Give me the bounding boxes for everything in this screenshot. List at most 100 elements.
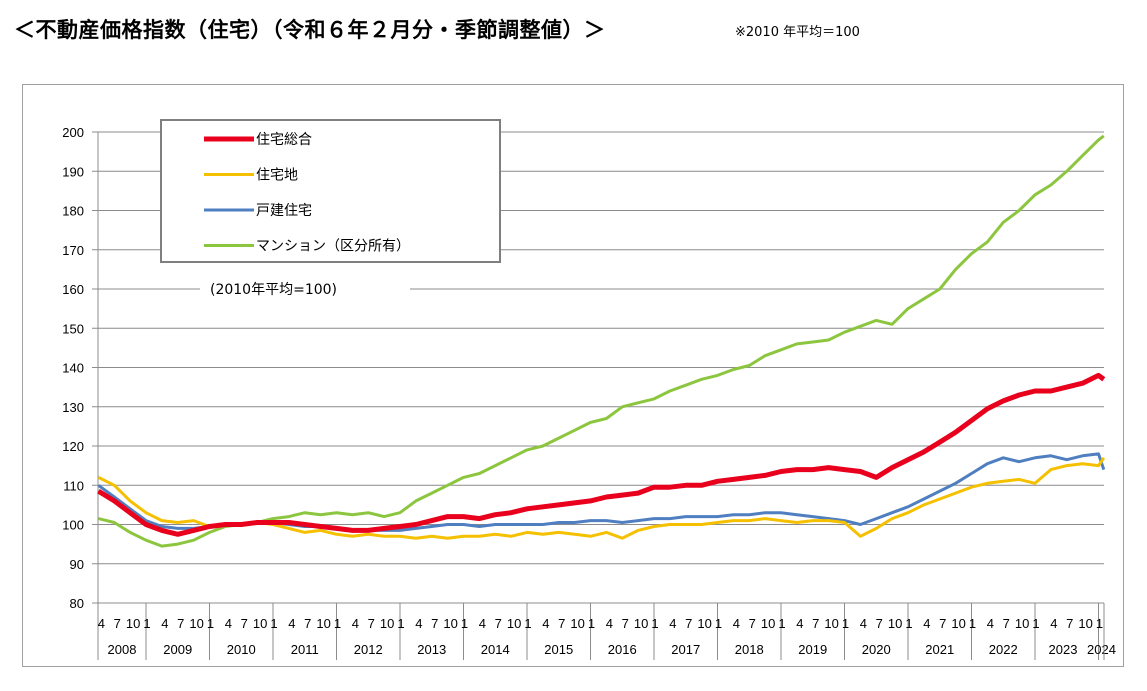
x-month-tick-label: 1 [1032, 616, 1039, 631]
x-month-tick-label: 7 [1066, 616, 1073, 631]
x-year-label: 2012 [354, 642, 383, 657]
x-month-tick-label: 1 [969, 616, 976, 631]
y-tick-label: 140 [62, 361, 84, 376]
x-month-tick-label: 4 [225, 616, 232, 631]
page-title: ＜不動産価格指数（住宅）（令和６年２月分・季節調整値）＞ [14, 18, 606, 42]
annotation-bg [200, 279, 410, 299]
legend-box [160, 119, 501, 263]
x-year-label: 2010 [227, 642, 256, 657]
x-month-tick-label: 7 [368, 616, 375, 631]
x-month-tick-label: 10 [951, 616, 965, 631]
x-month-tick-label: 10 [443, 616, 457, 631]
x-month-tick-label: 1 [207, 616, 214, 631]
x-month-tick-label: 10 [888, 616, 902, 631]
y-tick-label: 180 [62, 204, 84, 219]
x-month-tick-label: 1 [1096, 616, 1103, 631]
x-month-tick-label: 10 [570, 616, 584, 631]
y-tick-label: 200 [62, 125, 84, 140]
x-month-tick-label: 1 [397, 616, 404, 631]
x-year-label: 2015 [544, 642, 573, 657]
series-line-1 [97, 372, 1106, 537]
x-month-tick-label: 1 [778, 616, 785, 631]
x-month-tick-label: 1 [588, 616, 595, 631]
x-month-tick-label: 7 [114, 616, 121, 631]
x-year-label: 2023 [1049, 642, 1078, 657]
y-tick-label: 160 [62, 282, 84, 297]
x-month-tick-label: 7 [939, 616, 946, 631]
x-month-tick-label: 1 [651, 616, 658, 631]
x-month-tick-label: 10 [1078, 616, 1092, 631]
x-month-tick-label: 10 [189, 616, 203, 631]
x-month-tick-label: 4 [987, 616, 994, 631]
x-month-tick-label: 1 [143, 616, 150, 631]
y-tick-label: 80 [70, 596, 84, 611]
x-month-tick-label: 10 [126, 616, 140, 631]
x-month-tick-label: 7 [558, 616, 565, 631]
x-month-tick-label: 1 [842, 616, 849, 631]
x-month-tick-label: 4 [923, 616, 930, 631]
x-month-tick-label: 4 [479, 616, 486, 631]
x-year-label: 2019 [798, 642, 827, 657]
x-month-tick-label: 4 [161, 616, 168, 631]
x-month-tick-label: 4 [796, 616, 803, 631]
x-month-tick-label: 10 [697, 616, 711, 631]
x-month-tick-label: 1 [715, 616, 722, 631]
y-tick-label: 130 [62, 400, 84, 415]
legend-label: 住宅総合 [256, 132, 312, 148]
x-month-tick-label: 10 [761, 616, 775, 631]
x-month-tick-label: 10 [380, 616, 394, 631]
x-year-label: 2017 [671, 642, 700, 657]
x-month-tick-label: 1 [524, 616, 531, 631]
y-tick-label: 190 [62, 164, 84, 179]
x-month-tick-label: 4 [542, 616, 549, 631]
x-year-label: 2024 [1087, 642, 1116, 657]
x-month-tick-label: 4 [288, 616, 295, 631]
x-year-label: 2021 [925, 642, 954, 657]
x-month-tick-label: 7 [431, 616, 438, 631]
x-year-label: 2009 [163, 642, 192, 657]
x-month-tick-label: 7 [495, 616, 502, 631]
x-month-tick-label: 10 [634, 616, 648, 631]
x-month-tick-label: 4 [98, 616, 105, 631]
x-month-tick-label: 1 [905, 616, 912, 631]
x-year-label: 2008 [108, 642, 137, 657]
x-month-tick-label: 1 [461, 616, 468, 631]
x-year-label: 2011 [291, 642, 319, 657]
x-month-tick-label: 4 [415, 616, 422, 631]
y-tick-label: 90 [70, 557, 84, 572]
x-month-tick-label: 4 [669, 616, 676, 631]
x-year-label: 2013 [417, 642, 446, 657]
y-tick-label: 120 [62, 439, 84, 454]
y-tick-label: 110 [63, 478, 84, 493]
x-month-tick-label: 4 [606, 616, 613, 631]
x-year-label: 2018 [735, 642, 764, 657]
x-month-tick-label: 7 [622, 616, 629, 631]
x-month-tick-label: 7 [876, 616, 883, 631]
x-year-label: 2022 [989, 642, 1018, 657]
x-year-label: 2020 [862, 642, 891, 657]
x-month-tick-label: 7 [177, 616, 184, 631]
x-year-label: 2016 [608, 642, 637, 657]
series-line-4 [98, 134, 1105, 548]
x-month-tick-label: 7 [685, 616, 692, 631]
x-month-tick-label: 1 [270, 616, 277, 631]
y-tick-label: 170 [62, 243, 84, 258]
x-month-tick-label: 7 [304, 616, 311, 631]
x-month-tick-label: 10 [253, 616, 267, 631]
x-month-tick-label: 7 [1003, 616, 1010, 631]
base-year-note: ※2010 年平均＝100 [735, 25, 860, 40]
x-month-tick-label: 7 [749, 616, 756, 631]
x-month-tick-label: 4 [1050, 616, 1057, 631]
chart-frame [22, 84, 1124, 667]
legend-label: 住宅地 [256, 168, 298, 184]
x-month-tick-label: 4 [352, 616, 359, 631]
x-month-tick-label: 7 [812, 616, 819, 631]
y-tick-label: 100 [62, 518, 84, 533]
x-month-tick-label: 1 [334, 616, 341, 631]
x-month-tick-label: 10 [507, 616, 521, 631]
y-tick-label: 150 [62, 321, 84, 336]
x-month-tick-label: 10 [824, 616, 838, 631]
legend-label: 戸建住宅 [256, 203, 312, 219]
x-month-tick-label: 10 [316, 616, 330, 631]
